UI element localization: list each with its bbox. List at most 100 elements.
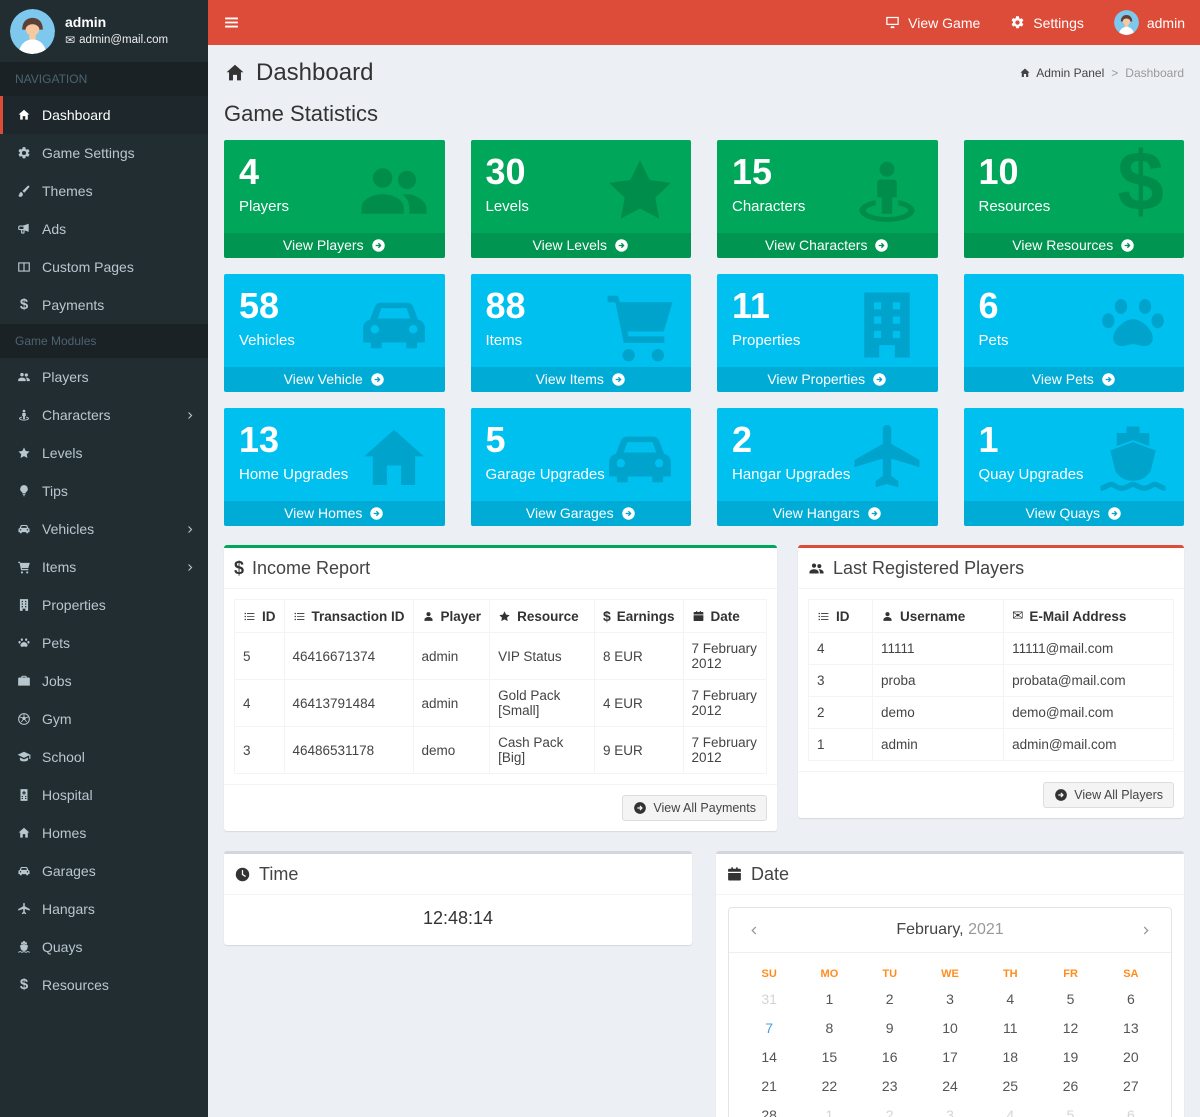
calendar-day[interactable]: 16 (860, 1042, 920, 1071)
calendar-day[interactable]: 5 (1040, 1100, 1100, 1117)
calendar-day[interactable]: 4 (980, 1100, 1040, 1117)
sidebar-item-items[interactable]: Items (0, 548, 208, 586)
table-row: 1adminadmin@mail.com (809, 729, 1174, 761)
calendar-day[interactable]: 24 (920, 1071, 980, 1100)
menu-toggle-button[interactable] (208, 0, 254, 45)
sidebar-item-characters[interactable]: Characters (0, 396, 208, 434)
view-game-link[interactable]: View Game (870, 0, 995, 45)
view-items-link[interactable]: View Items (471, 367, 692, 392)
sidebar-item-jobs[interactable]: Jobs (0, 662, 208, 700)
view-all-payments-button[interactable]: View All Payments (622, 795, 767, 821)
stat-card-characters: 15 Characters View Characters (717, 140, 938, 258)
view-all-players-button[interactable]: View All Players (1043, 782, 1174, 808)
calendar-day[interactable]: 8 (799, 1013, 859, 1042)
view-resources-link[interactable]: View Resources (964, 233, 1185, 258)
sidebar-item-tips[interactable]: Tips (0, 472, 208, 510)
ship-icon (1094, 420, 1172, 498)
calendar-day[interactable]: 23 (860, 1071, 920, 1100)
calendar-day[interactable]: 22 (799, 1071, 859, 1100)
view-pets-link[interactable]: View Pets (964, 367, 1185, 392)
sidebar-item-themes[interactable]: Themes (0, 172, 208, 210)
list-icon (817, 610, 830, 623)
sidebar-item-hangars[interactable]: Hangars (0, 890, 208, 928)
sidebar-item-garages[interactable]: Garages (0, 852, 208, 890)
view-vehicle-link[interactable]: View Vehicle (224, 367, 445, 392)
calendar-day[interactable]: 1 (799, 984, 859, 1013)
view-hangars-link[interactable]: View Hangars (717, 501, 938, 526)
breadcrumb-separator: > (1111, 66, 1118, 80)
calendar-day[interactable]: 4 (980, 984, 1040, 1013)
sidebar-item-game-settings[interactable]: Game Settings (0, 134, 208, 172)
sidebar-item-dashboard[interactable]: Dashboard (0, 96, 208, 134)
sidebar-user-email: ✉ admin@mail.com (65, 32, 168, 48)
calendar-day[interactable]: 13 (1101, 1013, 1161, 1042)
sidebar-item-homes[interactable]: Homes (0, 814, 208, 852)
calendar-day[interactable]: 19 (1040, 1042, 1100, 1071)
gears-icon (1010, 15, 1025, 30)
settings-link[interactable]: Settings (995, 0, 1099, 45)
dollar-icon: $ (1117, 146, 1164, 216)
view-quays-link[interactable]: View Quays (964, 501, 1185, 526)
calendar-day[interactable]: 12 (1040, 1013, 1100, 1042)
table-row: 3probaprobata@mail.com (809, 665, 1174, 697)
calendar-day[interactable]: 3 (920, 1100, 980, 1117)
calendar-prev-button[interactable] (743, 924, 764, 937)
calendar-day[interactable]: 20 (1101, 1042, 1161, 1071)
sidebar-item-quays[interactable]: Quays (0, 928, 208, 966)
cart-icon (15, 560, 33, 574)
calendar-day[interactable]: 14 (739, 1042, 799, 1071)
sidebar-item-properties[interactable]: Properties (0, 586, 208, 624)
sidebar-item-players[interactable]: Players (0, 358, 208, 396)
view-homes-link[interactable]: View Homes (224, 501, 445, 526)
calendar-day[interactable]: 6 (1101, 984, 1161, 1013)
car-icon (601, 420, 679, 498)
calendar-day[interactable]: 25 (980, 1071, 1040, 1100)
view-garages-link[interactable]: View Garages (471, 501, 692, 526)
calendar-day[interactable]: 3 (920, 984, 980, 1013)
calendar-day[interactable]: 11 (980, 1013, 1040, 1042)
calendar-next-button[interactable] (1136, 924, 1157, 937)
calendar-day[interactable]: 6 (1101, 1100, 1161, 1117)
calendar-day[interactable]: 2 (860, 984, 920, 1013)
calendar-day[interactable]: 21 (739, 1071, 799, 1100)
clock-icon (234, 866, 251, 883)
calendar-day[interactable]: 2 (860, 1100, 920, 1117)
breadcrumb-admin-panel[interactable]: Admin Panel (1019, 66, 1104, 80)
calendar-day[interactable]: 27 (1101, 1071, 1161, 1100)
sidebar-item-ads[interactable]: Ads (0, 210, 208, 248)
calendar-day[interactable]: 10 (920, 1013, 980, 1042)
arrow-circle-icon (614, 238, 629, 253)
calendar-day[interactable]: 26 (1040, 1071, 1100, 1100)
sidebar-user-panel: admin ✉ admin@mail.com (0, 0, 208, 62)
table-row: 546416671374admin VIP Status8 EUR7 Febru… (235, 633, 767, 680)
calendar-day[interactable]: 31 (739, 984, 799, 1013)
home-icon (15, 108, 33, 122)
view-levels-link[interactable]: View Levels (471, 233, 692, 258)
sidebar-item-hospital[interactable]: Hospital (0, 776, 208, 814)
calendar-day[interactable]: 17 (920, 1042, 980, 1071)
calendar-day-today[interactable]: 7 (739, 1013, 799, 1042)
sidebar-item-school[interactable]: School (0, 738, 208, 776)
calendar-day[interactable]: 28 (739, 1100, 799, 1117)
calendar-day[interactable]: 5 (1040, 984, 1100, 1013)
user-avatar (1114, 10, 1139, 35)
sidebar-item-vehicles[interactable]: Vehicles (0, 510, 208, 548)
time-header: Time (224, 854, 692, 895)
user-menu[interactable]: admin (1099, 0, 1200, 45)
sidebar-item-resources[interactable]: $ Resources (0, 966, 208, 1004)
home-icon (355, 420, 433, 498)
sidebar-item-pets[interactable]: Pets (0, 624, 208, 662)
view-properties-link[interactable]: View Properties (717, 367, 938, 392)
calendar-day[interactable]: 1 (799, 1100, 859, 1117)
users-icon (808, 560, 825, 577)
sidebar-item-payments[interactable]: $ Payments (0, 286, 208, 324)
view-characters-link[interactable]: View Characters (717, 233, 938, 258)
calendar-day[interactable]: 15 (799, 1042, 859, 1071)
dollar-icon: $ (234, 558, 244, 579)
sidebar-item-gym[interactable]: Gym (0, 700, 208, 738)
calendar-day[interactable]: 18 (980, 1042, 1040, 1071)
view-players-link[interactable]: View Players (224, 233, 445, 258)
calendar-day[interactable]: 9 (860, 1013, 920, 1042)
sidebar-item-levels[interactable]: Levels (0, 434, 208, 472)
sidebar-item-custom-pages[interactable]: Custom Pages (0, 248, 208, 286)
